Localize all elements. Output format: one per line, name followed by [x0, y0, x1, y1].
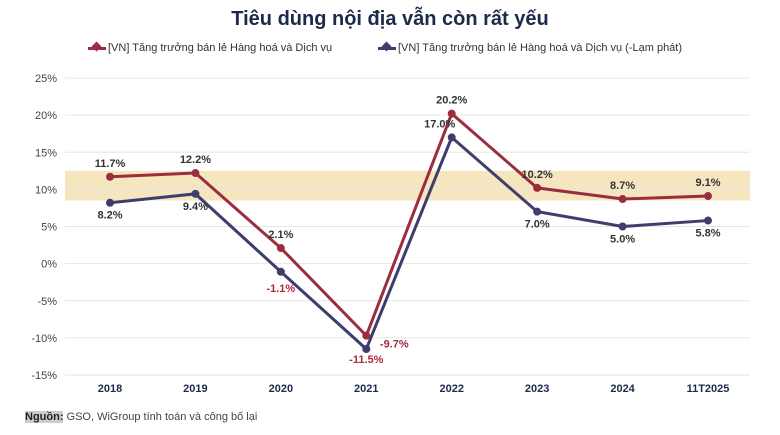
y-tick-label: 20% — [35, 110, 57, 122]
x-tick-label: 2022 — [439, 383, 463, 395]
data-label: 5.8% — [695, 228, 720, 240]
data-point — [533, 207, 542, 216]
data-point — [276, 244, 285, 253]
data-label: 5.0% — [610, 234, 635, 246]
data-point — [618, 222, 627, 231]
y-tick-label: 0% — [41, 259, 57, 271]
x-tick-label: 2021 — [354, 383, 378, 395]
data-point — [191, 189, 200, 198]
data-point — [704, 216, 712, 225]
source-text: GSO, WiGroup tính toán và công bố lại — [63, 411, 258, 423]
series-line — [109, 111, 709, 339]
data-label: 9.4% — [183, 201, 208, 213]
data-label: 8.2% — [97, 210, 122, 222]
legend-label: [VN] Tăng trưởng bán lẻ Hàng hoá và Dịch… — [108, 42, 333, 54]
data-label: 17.0% — [424, 118, 455, 130]
source-label: Nguồn: — [25, 411, 64, 423]
series-line — [109, 134, 709, 352]
data-point — [106, 172, 114, 181]
x-tick-label: 2020 — [269, 383, 293, 395]
data-point — [362, 331, 371, 340]
legend-marker-icon — [378, 46, 396, 50]
x-tick-label: 2024 — [610, 383, 635, 395]
y-tick-label: -10% — [31, 333, 57, 345]
data-point — [533, 183, 542, 192]
y-tick-label: 15% — [35, 147, 57, 159]
data-label: -11.5% — [349, 354, 383, 366]
x-tick-label: 2019 — [183, 383, 207, 395]
y-tick-label: -15% — [31, 370, 57, 382]
y-tick-label: 25% — [35, 73, 57, 85]
data-point — [362, 345, 371, 354]
data-label: 9.1% — [695, 177, 720, 189]
data-label: 20.2% — [436, 95, 467, 107]
legend-item-real-retail: [VN] Tăng trưởng bán lẻ Hàng hoá và Dịch… — [378, 42, 682, 54]
data-label: -9.7% — [380, 339, 409, 351]
data-point — [276, 267, 285, 276]
x-tick-label: 11T2025 — [687, 383, 730, 395]
data-label: 12.2% — [180, 154, 211, 166]
legend-item-retail: [VN] Tăng trưởng bán lẻ Hàng hoá và Dịch… — [88, 42, 332, 54]
data-point — [106, 198, 114, 207]
chart-title: Tiêu dùng nội địa vẫn còn rất yếu — [231, 8, 549, 30]
x-tick-label: 2018 — [98, 383, 122, 395]
y-tick-label: 10% — [35, 184, 57, 196]
data-label: -1.1% — [266, 283, 295, 295]
data-label: 8.7% — [610, 180, 635, 192]
legend-marker-icon — [88, 46, 106, 50]
legend-label: [VN] Tăng trưởng bán lẻ Hàng hoá và Dịch… — [398, 42, 683, 54]
data-point — [447, 109, 456, 118]
y-tick-label: -5% — [37, 296, 57, 308]
source-note: Nguồn: GSO, WiGroup tính toán và công bố… — [25, 411, 257, 423]
data-label: 7.0% — [525, 219, 550, 231]
data-point — [704, 192, 712, 201]
data-point — [191, 169, 200, 178]
data-label: 11.7% — [95, 158, 126, 170]
data-label: 10.2% — [522, 169, 553, 181]
data-label: 2.1% — [268, 229, 293, 241]
data-point — [447, 133, 456, 142]
data-point — [618, 195, 627, 204]
y-tick-label: 5% — [41, 222, 57, 234]
x-tick-label: 2023 — [525, 383, 549, 395]
